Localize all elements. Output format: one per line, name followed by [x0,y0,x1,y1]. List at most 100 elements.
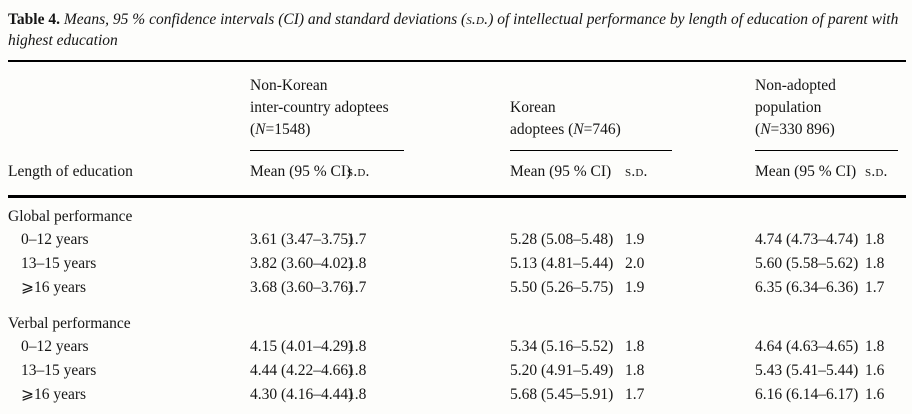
row-label: 0–12 years [21,231,89,248]
spacer-cell [680,252,755,276]
mean-ci-cell: 3.82 (3.60–4.02) [250,255,354,272]
sd-cell: 1.8 [347,338,367,355]
group-sample-size: (N=330 896) [755,119,898,141]
group-head-box: Korean adoptees (N=746) [510,97,673,151]
spacer-cell [412,359,510,383]
n-symbol: N [573,121,584,138]
n-symbol: N [760,121,771,138]
spacer-cell [412,383,510,414]
mean-ci-cell: 3.61 (3.47–3.75) [250,231,354,248]
mean-ci-cell: 5.20 (4.91–5.49) [510,362,614,379]
mean-ci-cell: 4.74 (4.73–4.74) [755,231,859,248]
section-label: Verbal performance [8,315,131,332]
mean-ci-cell: 5.43 (5.41–5.44) [755,362,859,379]
mean-ci-cell: 6.35 (6.34–6.36) [755,279,859,296]
mean-ci-cell: 4.44 (4.22–4.66) [250,362,354,379]
sd-cell: 1.8 [865,231,885,248]
section-row: Global performance [8,197,906,229]
mean-ci-header: Mean (95 % CI) [510,151,625,198]
sd-cell: 1.8 [347,255,367,272]
n-value: =1548) [265,121,311,138]
mean-ci-cell: 3.68 (3.60–3.76) [250,279,354,296]
spacer-cell [8,61,250,151]
spacer-cell [412,228,510,252]
group-sample-size: adoptees (N=746) [510,119,672,141]
table-row: 13–15 years 3.82 (3.60–4.02) 1.8 5.13 (4… [8,252,906,276]
mean-ci-header: Mean (95 % CI) [250,151,351,198]
sd-cell: 1.7 [865,279,885,296]
group-header-korean: Korean adoptees (N=746) [510,61,680,151]
group-header-row: Non-Korean inter-country adoptees (N=154… [8,61,906,151]
spacer-cell [680,276,755,300]
row-label: ⩾16 years [21,386,87,403]
spacer-cell [680,228,755,252]
row-label: 13–15 years [21,362,97,379]
group-title-line: population [755,99,822,116]
n-pre: ( [250,121,256,138]
section-row: Verbal performance [8,300,906,335]
sd-cell: 1.8 [625,338,645,355]
sd-cell: 1.7 [347,231,367,248]
sd-cell: 1.8 [865,338,885,355]
n-symbol: N [255,121,266,138]
spacer-cell [680,151,756,198]
sd-cell: 1.8 [347,362,367,379]
row-label: 0–12 years [21,338,89,355]
sd-cell: 1.8 [625,362,645,379]
mean-ci-cell: 5.13 (4.81–5.44) [510,255,614,272]
sd-cell: 1.8 [347,386,367,403]
sd-header: s.d. [865,151,907,198]
group-title-line: Korean [510,99,556,116]
group-title-line: Non-adopted [755,77,836,94]
spacer-cell [680,61,755,151]
sd-cell: 1.6 [865,386,885,403]
group-title-line: inter-country adoptees [250,99,389,116]
mean-ci-cell: 6.16 (6.14–6.17) [755,386,859,403]
table-caption: Means, 95 % confidence intervals (CI) an… [8,11,898,49]
sd-cell: 1.8 [865,255,885,272]
table-title: Table 4. Means, 95 % confidence interval… [8,9,906,51]
mean-ci-cell: 4.64 (4.63–4.65) [755,338,859,355]
sd-header: s.d. [625,151,681,198]
row-label: 13–15 years [21,255,97,272]
group-header-nonkorean: Non-Korean inter-country adoptees (N=154… [250,61,412,151]
group-sample-size: (N=1548) [250,119,404,141]
mean-ci-cell: 5.28 (5.08–5.48) [510,231,614,248]
group-header-nonadopted: Non-adopted population (N=330 896) [755,61,906,151]
group-head-box: Non-adopted population (N=330 896) [755,75,899,151]
sd-cell: 1.6 [865,362,885,379]
sd-cell: 1.7 [347,279,367,296]
table-row: 13–15 years 4.44 (4.22–4.66) 1.8 5.20 (4… [8,359,906,383]
spacer-cell [680,335,755,359]
sd-header: s.d. [347,151,412,198]
sd-cell: 1.9 [625,231,645,248]
row-header-label: Length of education [8,151,250,198]
column-header-row: Length of education Mean (95 % CI) s.d. … [8,151,907,198]
table-row: 0–12 years 3.61 (3.47–3.75) 1.7 5.28 (5.… [8,228,906,252]
spacer-cell [412,151,510,198]
results-table: Non-Korean inter-country adoptees (N=154… [8,60,907,414]
n-pre: ( [755,121,761,138]
n-pre: adoptees ( [510,121,574,138]
n-value: =330 896) [770,121,835,138]
caption-text-2: ) of intellectual performance by length … [8,11,899,49]
mean-ci-cell: 4.15 (4.01–4.29) [250,338,354,355]
table-row: ⩾16 years 3.68 (3.60–3.76) 1.7 5.50 (5.2… [8,276,906,300]
caption-text-1: Means, 95 % confidence intervals (CI) an… [63,11,467,28]
spacer-cell [412,276,510,300]
sd-cell: 1.9 [625,279,645,296]
section-label: Global performance [8,208,133,225]
spacer-cell [412,252,510,276]
sd-cell: 1.7 [625,386,645,403]
table-row: ⩾16 years 4.30 (4.16–4.44) 1.8 5.68 (5.4… [8,383,906,414]
mean-ci-cell: 5.68 (5.45–5.91) [510,386,614,403]
spacer-cell [680,359,755,383]
mean-ci-header: Mean (95 % CI) [755,151,866,198]
sd-cell: 2.0 [625,255,645,272]
table-number: Table 4. [8,11,60,28]
mean-ci-cell: 5.34 (5.16–5.52) [510,338,614,355]
group-head-box: Non-Korean inter-country adoptees (N=154… [250,75,404,151]
mean-ci-cell: 5.50 (5.26–5.75) [510,279,614,296]
spacer-cell [412,61,510,151]
